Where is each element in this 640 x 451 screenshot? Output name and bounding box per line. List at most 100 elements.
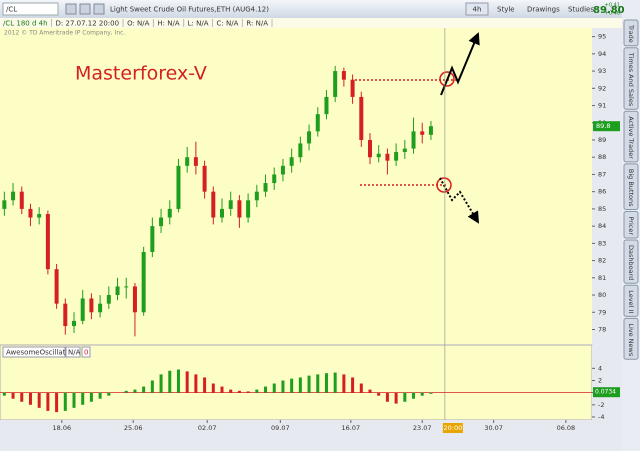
side-tab-label[interactable]: Dashboard bbox=[627, 245, 635, 280]
side-tab-label[interactable]: Live News bbox=[627, 323, 635, 357]
y-tick-label: -2 bbox=[598, 401, 604, 409]
oscillator-bar bbox=[281, 380, 285, 393]
side-tab[interactable] bbox=[623, 110, 639, 163]
y-tick-label: 94 bbox=[598, 50, 606, 58]
x-tick-label: 16.07 bbox=[342, 424, 361, 432]
price-panel bbox=[0, 28, 592, 345]
candle-body bbox=[141, 251, 146, 313]
y-tick-label: 89 bbox=[598, 136, 606, 144]
candle-body bbox=[11, 191, 16, 201]
side-tab-label[interactable]: Times And Sales bbox=[627, 52, 635, 107]
timeframe[interactable]: 4h bbox=[473, 6, 482, 14]
study-title[interactable]: AwesomeOscillator bbox=[6, 349, 73, 357]
candle-body bbox=[193, 157, 198, 166]
oscillator-bar bbox=[46, 392, 50, 411]
drawings-button[interactable]: Drawings bbox=[527, 6, 560, 14]
oscillator-bar bbox=[298, 377, 302, 393]
oscillator-bar bbox=[272, 383, 276, 393]
style-button[interactable]: Style bbox=[497, 6, 515, 14]
side-tab-label[interactable]: Level II bbox=[627, 290, 635, 313]
oscillator-bar bbox=[429, 392, 433, 394]
y-tick-label: 95 bbox=[598, 33, 606, 41]
info-bar bbox=[0, 18, 622, 28]
symbol[interactable]: /CL bbox=[6, 6, 17, 14]
candle-body bbox=[289, 157, 294, 166]
oscillator-bar bbox=[81, 392, 85, 405]
x-tick-label: 09.07 bbox=[271, 424, 290, 432]
icon-button[interactable] bbox=[79, 3, 91, 15]
candle-body bbox=[359, 96, 364, 140]
oscillator-bar bbox=[220, 386, 224, 393]
y-tick-label: 91 bbox=[598, 102, 606, 110]
info-item: L: N/A bbox=[188, 20, 209, 28]
oscillator-bar bbox=[385, 392, 389, 402]
instrument-description: Light Sweet Crude Oil Futures,ETH (AUG4.… bbox=[110, 6, 269, 14]
oscillator-bar bbox=[150, 380, 154, 393]
candle-body bbox=[45, 214, 50, 270]
candle-body bbox=[333, 71, 338, 97]
icon-button[interactable] bbox=[65, 3, 77, 15]
oscillator-bar bbox=[11, 392, 15, 399]
side-tab-label[interactable]: Pricer bbox=[627, 216, 635, 235]
oscillator-bar bbox=[124, 390, 128, 393]
y-tick-label: 87 bbox=[598, 170, 606, 178]
oscillator-bar bbox=[307, 375, 311, 393]
side-tab[interactable] bbox=[623, 47, 639, 110]
studies-button[interactable]: Studies bbox=[568, 6, 594, 14]
side-tab-label[interactable]: Trade bbox=[627, 24, 635, 43]
oscillator-bar bbox=[342, 374, 346, 393]
side-tab[interactable] bbox=[623, 163, 639, 210]
x-tick-label: 18.06 bbox=[53, 424, 72, 432]
candle-body bbox=[385, 153, 390, 161]
candle-body bbox=[185, 157, 190, 166]
oscillator-bar bbox=[211, 383, 215, 393]
candle-body bbox=[2, 200, 7, 209]
candle-body bbox=[324, 96, 329, 115]
side-tab[interactable] bbox=[623, 317, 639, 360]
candle-body bbox=[280, 165, 285, 175]
side-tab-label[interactable]: Big Buttons bbox=[627, 169, 635, 207]
candle-body bbox=[150, 226, 155, 252]
study-label-box[interactable] bbox=[2, 346, 66, 358]
side-tab[interactable] bbox=[623, 284, 639, 317]
oscillator-bar bbox=[203, 377, 207, 393]
candle-body bbox=[394, 152, 399, 161]
oscillator-axis bbox=[592, 345, 622, 420]
side-tab-label[interactable]: Active Trader bbox=[627, 116, 635, 159]
circle-marker bbox=[439, 71, 455, 87]
oscillator-bar bbox=[264, 386, 268, 393]
candle-body bbox=[211, 191, 216, 218]
x-tick-label: 25.06 bbox=[124, 424, 143, 432]
x-tick-label: 30.07 bbox=[484, 424, 503, 432]
arrow-up bbox=[440, 32, 480, 96]
last-value-tag bbox=[593, 121, 620, 132]
y-tick-label: 79 bbox=[598, 308, 606, 316]
info-item: H: N/A bbox=[157, 20, 179, 28]
oscillator-bar bbox=[237, 390, 241, 393]
oscillator-bar bbox=[194, 374, 198, 393]
study-status: N/A bbox=[68, 349, 81, 357]
circle-marker bbox=[436, 177, 452, 193]
candle-body bbox=[402, 148, 407, 153]
cursor-tag bbox=[442, 423, 463, 433]
side-tab[interactable] bbox=[623, 239, 639, 284]
oscillator-bar bbox=[333, 372, 337, 393]
candle-body bbox=[98, 303, 103, 313]
oscillator-bar bbox=[246, 391, 250, 393]
candle-body bbox=[341, 71, 346, 80]
side-tab[interactable] bbox=[623, 210, 639, 239]
candle-body bbox=[202, 165, 207, 192]
candle-body bbox=[63, 303, 68, 327]
oscillator-bar bbox=[290, 378, 294, 393]
side-tab[interactable] bbox=[623, 19, 639, 47]
y-tick-label: 82 bbox=[598, 257, 606, 265]
timeframe-button[interactable] bbox=[465, 2, 489, 16]
icon-button[interactable] bbox=[93, 3, 105, 15]
oscillator-bar bbox=[412, 392, 416, 399]
arrow-down bbox=[439, 177, 480, 224]
symbol-input[interactable] bbox=[2, 2, 59, 16]
x-tick-label: 23.07 bbox=[413, 424, 432, 432]
oscillator-bar bbox=[89, 392, 93, 402]
oscillator-bar bbox=[359, 383, 363, 393]
